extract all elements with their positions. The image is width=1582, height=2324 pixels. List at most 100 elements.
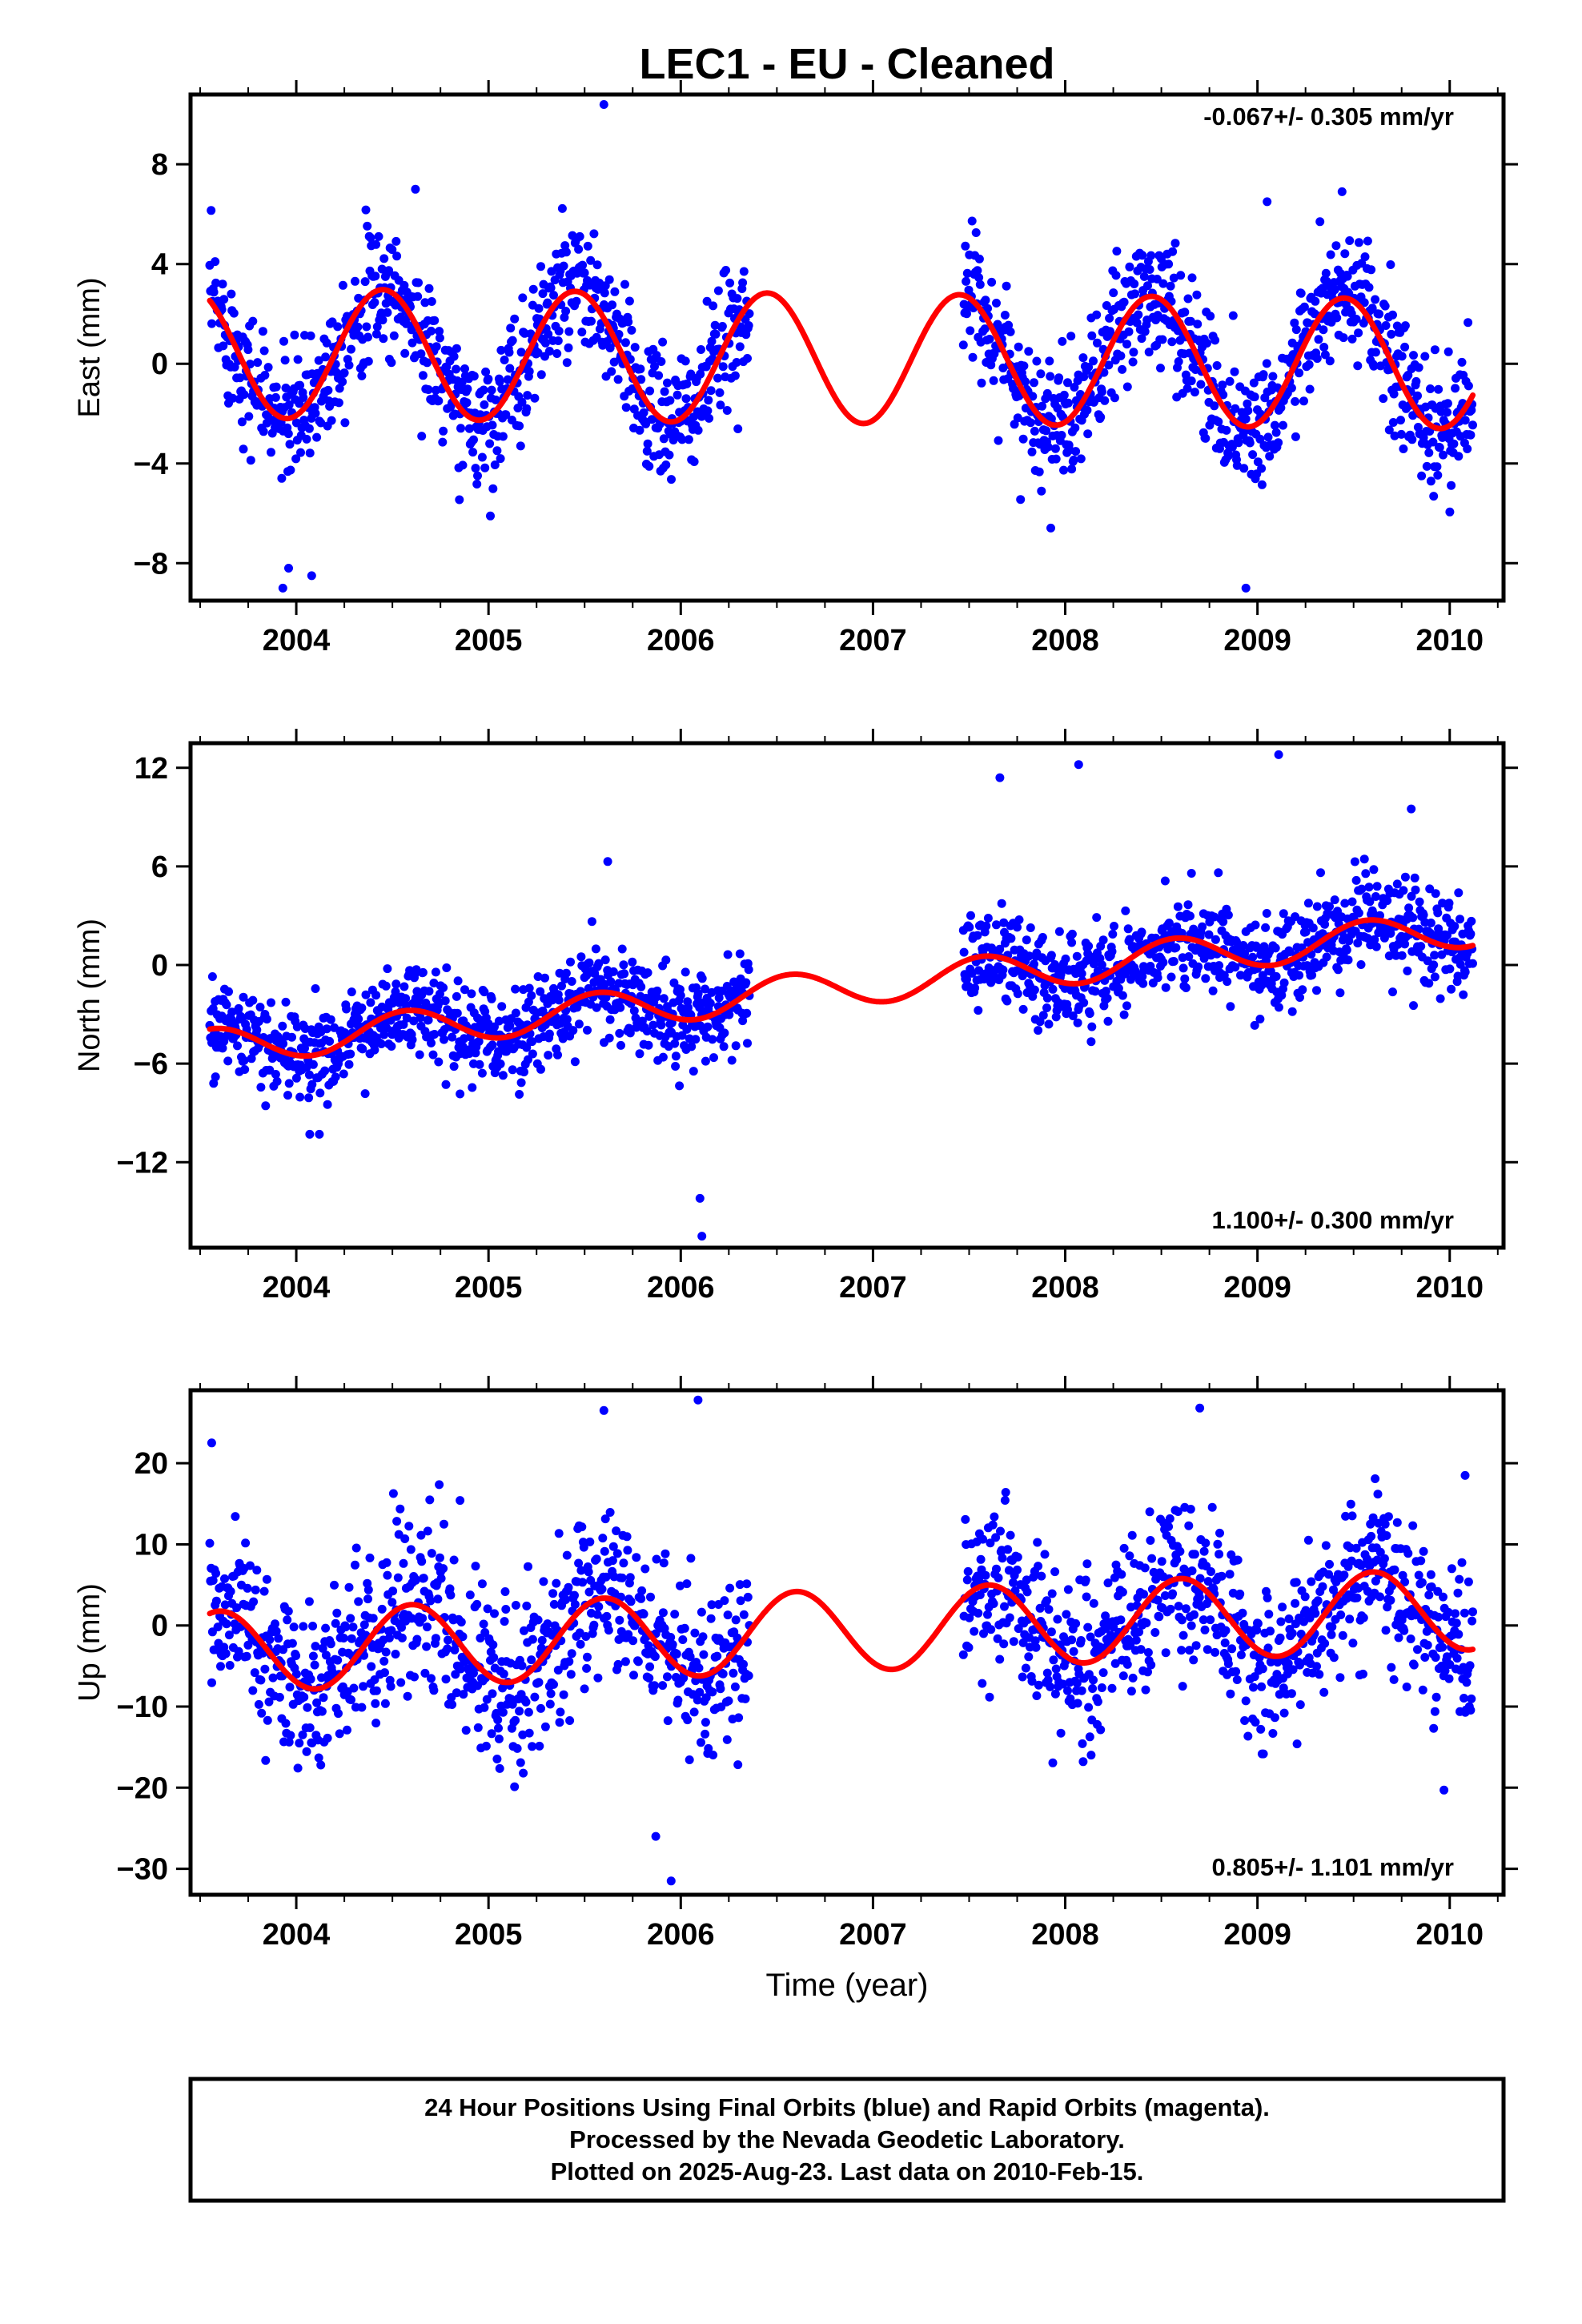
up-point bbox=[1266, 1626, 1275, 1636]
east-point bbox=[322, 338, 331, 348]
up-point bbox=[446, 1590, 456, 1600]
east-point bbox=[1167, 337, 1177, 347]
east-point bbox=[333, 322, 343, 332]
up-point bbox=[1207, 1502, 1217, 1512]
up-point bbox=[597, 1584, 607, 1594]
up-point bbox=[593, 1673, 603, 1683]
east-point bbox=[733, 424, 743, 433]
east-point bbox=[1359, 298, 1369, 308]
north-point bbox=[358, 1044, 367, 1054]
up-point bbox=[224, 1630, 234, 1640]
up-point bbox=[1116, 1615, 1126, 1625]
east-point bbox=[1397, 352, 1407, 361]
up-point bbox=[343, 1725, 351, 1735]
east-point bbox=[696, 369, 705, 379]
north-outlier-point bbox=[1274, 750, 1283, 759]
east-point bbox=[1343, 271, 1352, 281]
north-point bbox=[361, 990, 371, 999]
north-point bbox=[1287, 1007, 1297, 1016]
east-point bbox=[578, 260, 588, 270]
up-point bbox=[1423, 1640, 1432, 1650]
east-y-tick-label: −4 bbox=[134, 448, 168, 481]
north-point bbox=[998, 965, 1008, 975]
up-point bbox=[365, 1553, 375, 1562]
north-point bbox=[731, 1041, 741, 1051]
up-point bbox=[1257, 1682, 1267, 1691]
up-point bbox=[594, 1602, 604, 1611]
east-point bbox=[1146, 251, 1156, 260]
north-point bbox=[548, 995, 557, 1005]
north-point bbox=[671, 1051, 681, 1061]
up-point bbox=[521, 1697, 531, 1707]
east-point bbox=[1447, 480, 1456, 490]
north-point bbox=[566, 957, 575, 967]
up-point bbox=[685, 1755, 694, 1764]
up-point bbox=[1226, 1689, 1235, 1699]
up-point bbox=[423, 1526, 432, 1536]
north-y-tick-label: 0 bbox=[151, 949, 168, 983]
east-point bbox=[1413, 423, 1423, 432]
up-point bbox=[264, 1697, 274, 1707]
north-point bbox=[701, 984, 710, 994]
east-point bbox=[1070, 423, 1080, 432]
east-model-curve bbox=[207, 287, 1476, 432]
east-point bbox=[656, 357, 666, 366]
east-point bbox=[1262, 359, 1271, 368]
north-point bbox=[1108, 930, 1118, 939]
east-point bbox=[1312, 354, 1322, 364]
up-point bbox=[1140, 1563, 1150, 1573]
north-point bbox=[1357, 884, 1367, 894]
east-point bbox=[1092, 310, 1102, 320]
north-point bbox=[1044, 1019, 1054, 1029]
north-outlier-point bbox=[1407, 804, 1416, 814]
up-point bbox=[1429, 1723, 1439, 1733]
east-point bbox=[363, 356, 373, 366]
up-point bbox=[289, 1622, 299, 1632]
up-point bbox=[397, 1633, 407, 1642]
north-point bbox=[1371, 942, 1381, 951]
east-point bbox=[1400, 321, 1410, 331]
east-point bbox=[1158, 335, 1167, 344]
up-point bbox=[245, 1561, 255, 1570]
east-point bbox=[383, 308, 392, 317]
north-point bbox=[1121, 906, 1130, 915]
east-point bbox=[981, 296, 990, 305]
up-point bbox=[742, 1579, 752, 1589]
north-point bbox=[399, 1019, 408, 1029]
east-point bbox=[1314, 335, 1323, 344]
north-point bbox=[418, 967, 428, 977]
up-point bbox=[500, 1587, 510, 1596]
north-point bbox=[283, 1091, 292, 1100]
up-point bbox=[524, 1728, 534, 1738]
east-point bbox=[1028, 392, 1038, 401]
north-point bbox=[366, 998, 375, 1007]
north-point bbox=[1333, 965, 1343, 975]
north-point bbox=[267, 998, 275, 1007]
north-point bbox=[1038, 933, 1047, 942]
east-point bbox=[1434, 384, 1443, 394]
north-point bbox=[239, 992, 248, 1002]
north-point bbox=[449, 1062, 459, 1072]
up-point bbox=[231, 1512, 240, 1522]
north-point bbox=[675, 1081, 685, 1091]
up-point bbox=[1078, 1739, 1087, 1748]
up-point bbox=[1220, 1638, 1230, 1647]
east-point bbox=[549, 291, 558, 300]
north-point bbox=[1184, 952, 1194, 961]
north-point bbox=[1430, 951, 1439, 960]
east-point bbox=[400, 348, 410, 358]
up-point bbox=[580, 1684, 589, 1694]
up-y-tick-label: 0 bbox=[151, 1610, 168, 1643]
north-point bbox=[424, 987, 434, 996]
east-point bbox=[645, 386, 655, 396]
east-point bbox=[1059, 390, 1069, 400]
up-point bbox=[559, 1690, 568, 1699]
north-point bbox=[1092, 913, 1102, 923]
east-point bbox=[1430, 345, 1439, 355]
east-point bbox=[665, 450, 674, 460]
east-point bbox=[239, 444, 248, 454]
east-point bbox=[1004, 320, 1014, 330]
east-point bbox=[1183, 294, 1193, 304]
east-point bbox=[1466, 430, 1476, 440]
north-point bbox=[302, 1063, 311, 1072]
